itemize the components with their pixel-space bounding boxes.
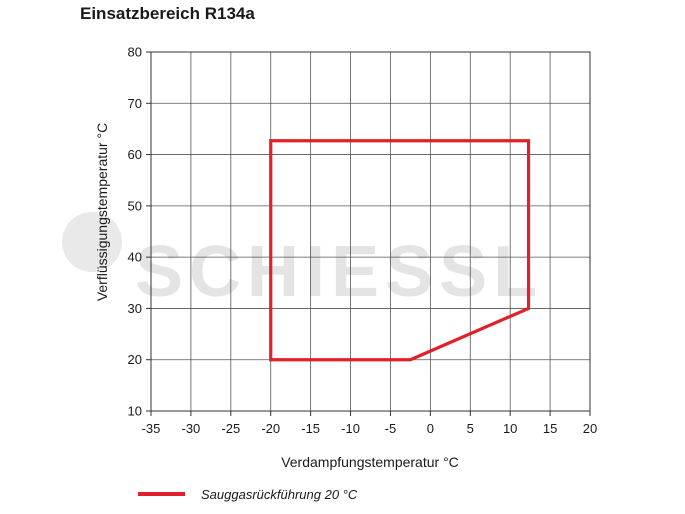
x-tick-label: -20 [261,421,280,436]
y-tick-label: 50 [128,198,142,213]
legend-label: Sauggasrückführung 20 °C [201,487,358,502]
y-tick-label: 80 [128,45,142,60]
x-tick-label: 10 [503,421,517,436]
plot-frame [150,51,591,412]
x-tick-label: 20 [583,421,597,436]
x-axis-label: Verdampfungstemperatur °C [281,454,459,470]
y-tick-label: 60 [128,147,142,162]
x-tick-label: -35 [142,421,161,436]
x-tick-label: -10 [341,421,360,436]
watermark-logo-icon [62,212,122,272]
x-tick-label: 15 [543,421,557,436]
y-tick-label: 10 [128,404,142,419]
y-axis-label: Verflüssigungstemperatur °C [94,123,110,301]
series [269,139,531,362]
x-tick-label: -5 [385,421,397,436]
series-line-operating-envelope [269,139,531,362]
x-tick-label: 5 [467,421,474,436]
watermark-text: SCHIESSL [135,232,543,312]
x-tick-label: 0 [427,421,434,436]
x-tick-label: -30 [182,421,201,436]
x-tick-labels: -35 -30 -25 -20 -15 -10 -5 0 5 10 15 20 [142,411,597,436]
chart-title: Einsatzbereich R134a [80,4,255,23]
y-tick-labels: 10 20 30 40 50 60 70 80 [128,45,151,419]
x-tick-label: -25 [221,421,240,436]
y-tick-label: 40 [128,250,142,265]
y-tick-label: 70 [128,96,142,111]
y-tick-label: 20 [128,352,142,367]
y-tick-label: 30 [128,301,142,316]
x-tick-label: -15 [301,421,320,436]
legend: Sauggasrückführung 20 °C [138,487,358,502]
